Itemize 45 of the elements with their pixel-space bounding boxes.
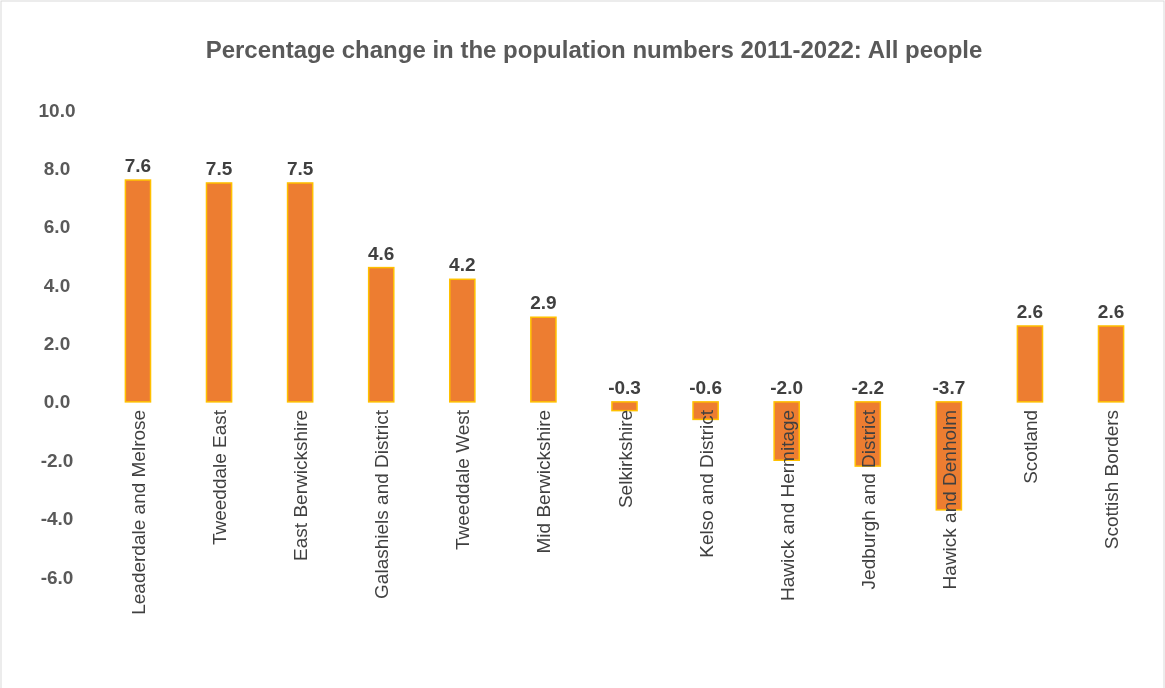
y-tick-label: -2.0: [40, 449, 74, 471]
data-label: 7.6: [124, 155, 152, 177]
y-tick-label: -4.0: [40, 508, 74, 530]
data-label: -0.3: [608, 376, 641, 398]
x-tick-label: Tweeddale West: [452, 409, 474, 550]
data-label: -2.0: [770, 376, 804, 398]
data-label: 7.5: [205, 157, 233, 179]
data-label: 2.6: [1097, 300, 1125, 322]
x-tick-label: Selkirkshire: [614, 409, 636, 509]
x-tick-label: Mid Berwickshire: [533, 409, 555, 554]
bar: [205, 182, 233, 403]
x-tick-label: Hawick and Hermitage: [776, 409, 798, 602]
x-tick-label: Tweeddale East: [209, 409, 231, 546]
bar: [367, 266, 395, 403]
x-tick-label: Scottish Borders: [1101, 409, 1123, 550]
data-label: -2.2: [851, 376, 885, 398]
x-tick-label: Leaderdale and Melrose: [127, 409, 149, 615]
x-tick-label: Kelso and District: [695, 409, 717, 558]
x-tick-label: Scotland: [1019, 409, 1041, 484]
bar: [286, 182, 314, 403]
data-label: -0.6: [689, 376, 722, 398]
x-tick-label: East Berwickshire: [290, 409, 312, 561]
data-label: 7.5: [286, 157, 314, 179]
chart-title: Percentage change in the population numbers 2011-2022: All people: [205, 36, 983, 63]
y-tick-label: 2.0: [43, 333, 71, 355]
data-label: 2.9: [530, 292, 557, 314]
y-tick-label: 10.0: [38, 99, 76, 121]
y-tick-label: 4.0: [43, 274, 71, 296]
bar: [1097, 325, 1125, 403]
x-tick-label: Galashiels and District: [371, 409, 393, 599]
data-label: 4.2: [449, 254, 476, 276]
x-tick-label: Jedburgh and District: [857, 409, 879, 590]
bar: [449, 278, 476, 403]
y-tick-label: -6.0: [40, 566, 74, 588]
y-tick-label: 0.0: [43, 391, 71, 413]
x-tick-label: Hawick and Denholm: [938, 409, 960, 590]
bar: [1016, 325, 1044, 403]
bar: [530, 316, 557, 403]
data-label: -3.7: [932, 376, 966, 398]
data-label: 4.6: [368, 242, 395, 264]
y-tick-label: 6.0: [43, 216, 71, 238]
bar: [124, 179, 152, 403]
y-tick-label: 8.0: [43, 157, 71, 179]
data-label: 2.6: [1016, 300, 1044, 322]
bar: [611, 401, 638, 412]
